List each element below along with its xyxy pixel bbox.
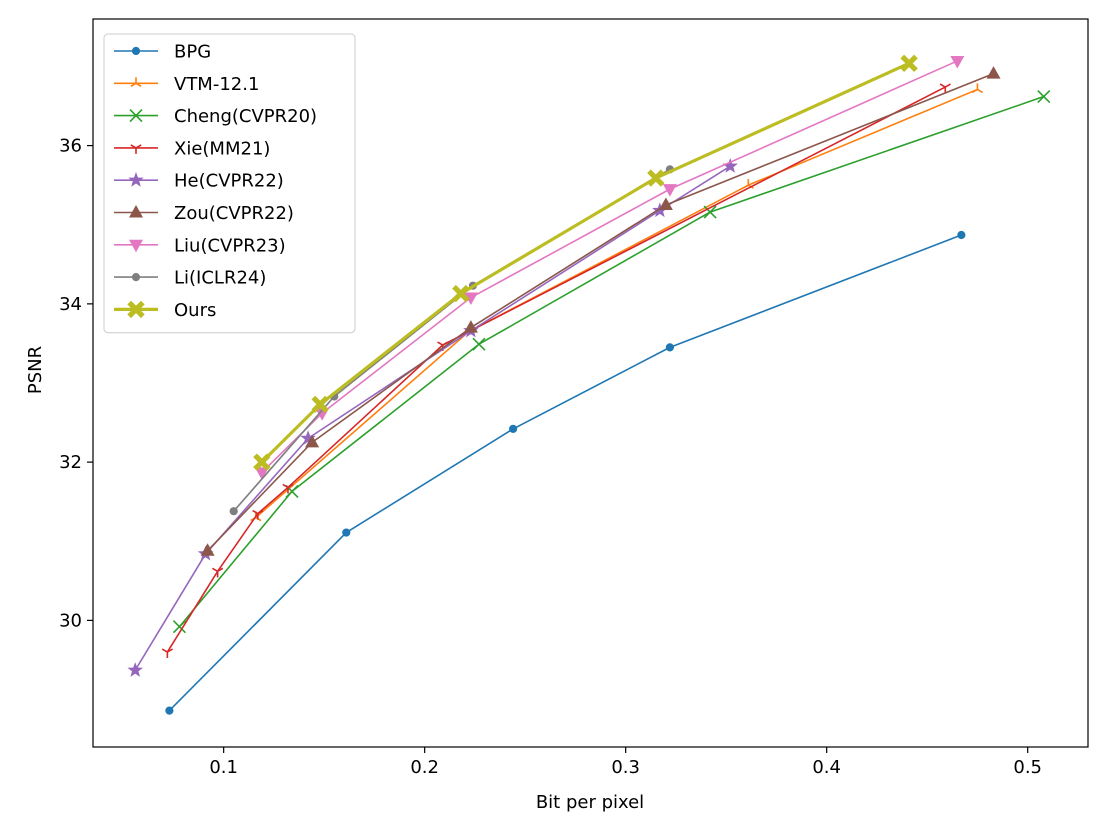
data-point-xie-mm21 — [161, 648, 173, 659]
legend-label: Cheng(CVPR20) — [174, 106, 317, 127]
series-xie-mm21 — [161, 83, 951, 659]
data-point-zou-cvpr22 — [986, 66, 1001, 79]
data-point-bpg — [957, 230, 966, 240]
legend-label: Zou(CVPR22) — [174, 203, 294, 224]
data-point-bpg — [509, 424, 518, 433]
legend-label: BPG — [174, 42, 211, 63]
legend-entry-cheng-cvpr20: Cheng(CVPR20) — [114, 106, 317, 127]
data-point-liu-cvpr23 — [950, 55, 965, 69]
axes: 0.1 0.2 0.3 0.4 0.5 30 32 34 36 — [59, 18, 1089, 778]
data-point-xie-mm21 — [252, 509, 264, 520]
legend-entry-he-cvpr22: He(CVPR22) — [114, 171, 284, 192]
legend-marker — [127, 300, 145, 319]
data-point-zou-cvpr22 — [305, 434, 320, 448]
data-point-bpg — [342, 528, 351, 537]
series-bpg — [165, 230, 966, 715]
data-point-liu-cvpr23 — [662, 184, 677, 197]
legend-marker — [129, 109, 143, 123]
legend-label: Ours — [174, 300, 216, 321]
legend-label: He(CVPR22) — [174, 171, 284, 192]
data-point-zou-cvpr22 — [200, 543, 215, 556]
legend-marker — [128, 172, 144, 187]
legend-marker — [131, 46, 141, 56]
data-point-xie-mm21 — [282, 483, 294, 494]
legend-entry-vtm-12-1: VTM-12.1 — [114, 74, 259, 95]
legend: BPG VTM-12.1 Cheng(CVPR20) Xie(MM21) He(CVPR… — [103, 33, 356, 334]
x-tick-label: 0.3 — [611, 757, 640, 778]
data-point-bpg — [165, 706, 174, 715]
plot-area — [127, 54, 1051, 715]
y-tick-label: 34 — [59, 294, 82, 315]
x-tick-label: 0.2 — [410, 757, 439, 778]
legend-marker — [129, 239, 143, 253]
data-point-xie-mm21 — [212, 567, 224, 578]
data-point-xie-mm21 — [939, 83, 951, 94]
legend-entry-zou-cvpr22: Zou(CVPR22) — [114, 203, 294, 224]
legend-entry-xie-mm21: Xie(MM21) — [114, 138, 270, 159]
series-cheng-cvpr20 — [172, 89, 1051, 634]
data-point-cheng-cvpr20 — [472, 337, 486, 351]
data-point-li-iclr24 — [229, 507, 238, 516]
data-point-cheng-cvpr20 — [703, 205, 717, 219]
legend-label: VTM-12.1 — [174, 74, 259, 95]
data-point-he-cvpr22 — [127, 662, 143, 677]
series-ours — [253, 54, 918, 471]
data-point-zou-cvpr22 — [463, 320, 478, 333]
data-point-cheng-cvpr20 — [1037, 89, 1051, 104]
data-point-cheng-cvpr20 — [172, 620, 186, 634]
legend-entry-li-iclr24: Li(ICLR24) — [114, 268, 266, 289]
y-tick-label: 32 — [59, 452, 82, 473]
y-tick-label: 30 — [59, 610, 82, 631]
data-point-liu-cvpr23 — [463, 292, 478, 306]
data-point-liu-cvpr23 — [254, 467, 269, 480]
x-tick-label: 0.4 — [812, 757, 841, 778]
legend-entry-liu-cvpr23: Liu(CVPR23) — [114, 235, 286, 256]
data-point-vtm-12-1 — [971, 83, 984, 94]
x-axis-label: Bit per pixel — [536, 792, 644, 813]
legend-box — [103, 33, 356, 334]
series-line-vtm-12-1 — [255, 88, 978, 519]
series-line-xie-mm21 — [166, 86, 946, 653]
legend-label: Liu(CVPR23) — [174, 235, 286, 256]
x-tick-label: 0.1 — [209, 757, 238, 778]
legend-entry-ours: Ours — [114, 300, 216, 321]
series-zou-cvpr22 — [200, 66, 1001, 556]
data-point-ours — [253, 453, 271, 471]
plot-frame — [92, 18, 1089, 748]
legend-marker — [130, 77, 142, 87]
data-point-ours — [311, 395, 329, 414]
data-point-he-cvpr22 — [300, 430, 316, 445]
legend-marker — [130, 144, 142, 154]
legend-label: Xie(MM21) — [174, 138, 270, 159]
data-point-bpg — [665, 343, 674, 352]
y-axis-label: PSNR — [25, 346, 46, 394]
data-point-zou-cvpr22 — [658, 197, 673, 210]
data-point-ours — [452, 284, 470, 303]
y-tick-label: 36 — [59, 136, 82, 157]
legend-marker — [129, 205, 143, 218]
x-tick-label: 0.5 — [1013, 757, 1042, 778]
legend-entry-bpg: BPG — [114, 42, 211, 63]
legend-label: Li(ICLR24) — [174, 268, 266, 289]
data-point-ours — [647, 169, 665, 187]
data-point-ours — [900, 54, 918, 72]
legend-marker — [131, 273, 141, 282]
